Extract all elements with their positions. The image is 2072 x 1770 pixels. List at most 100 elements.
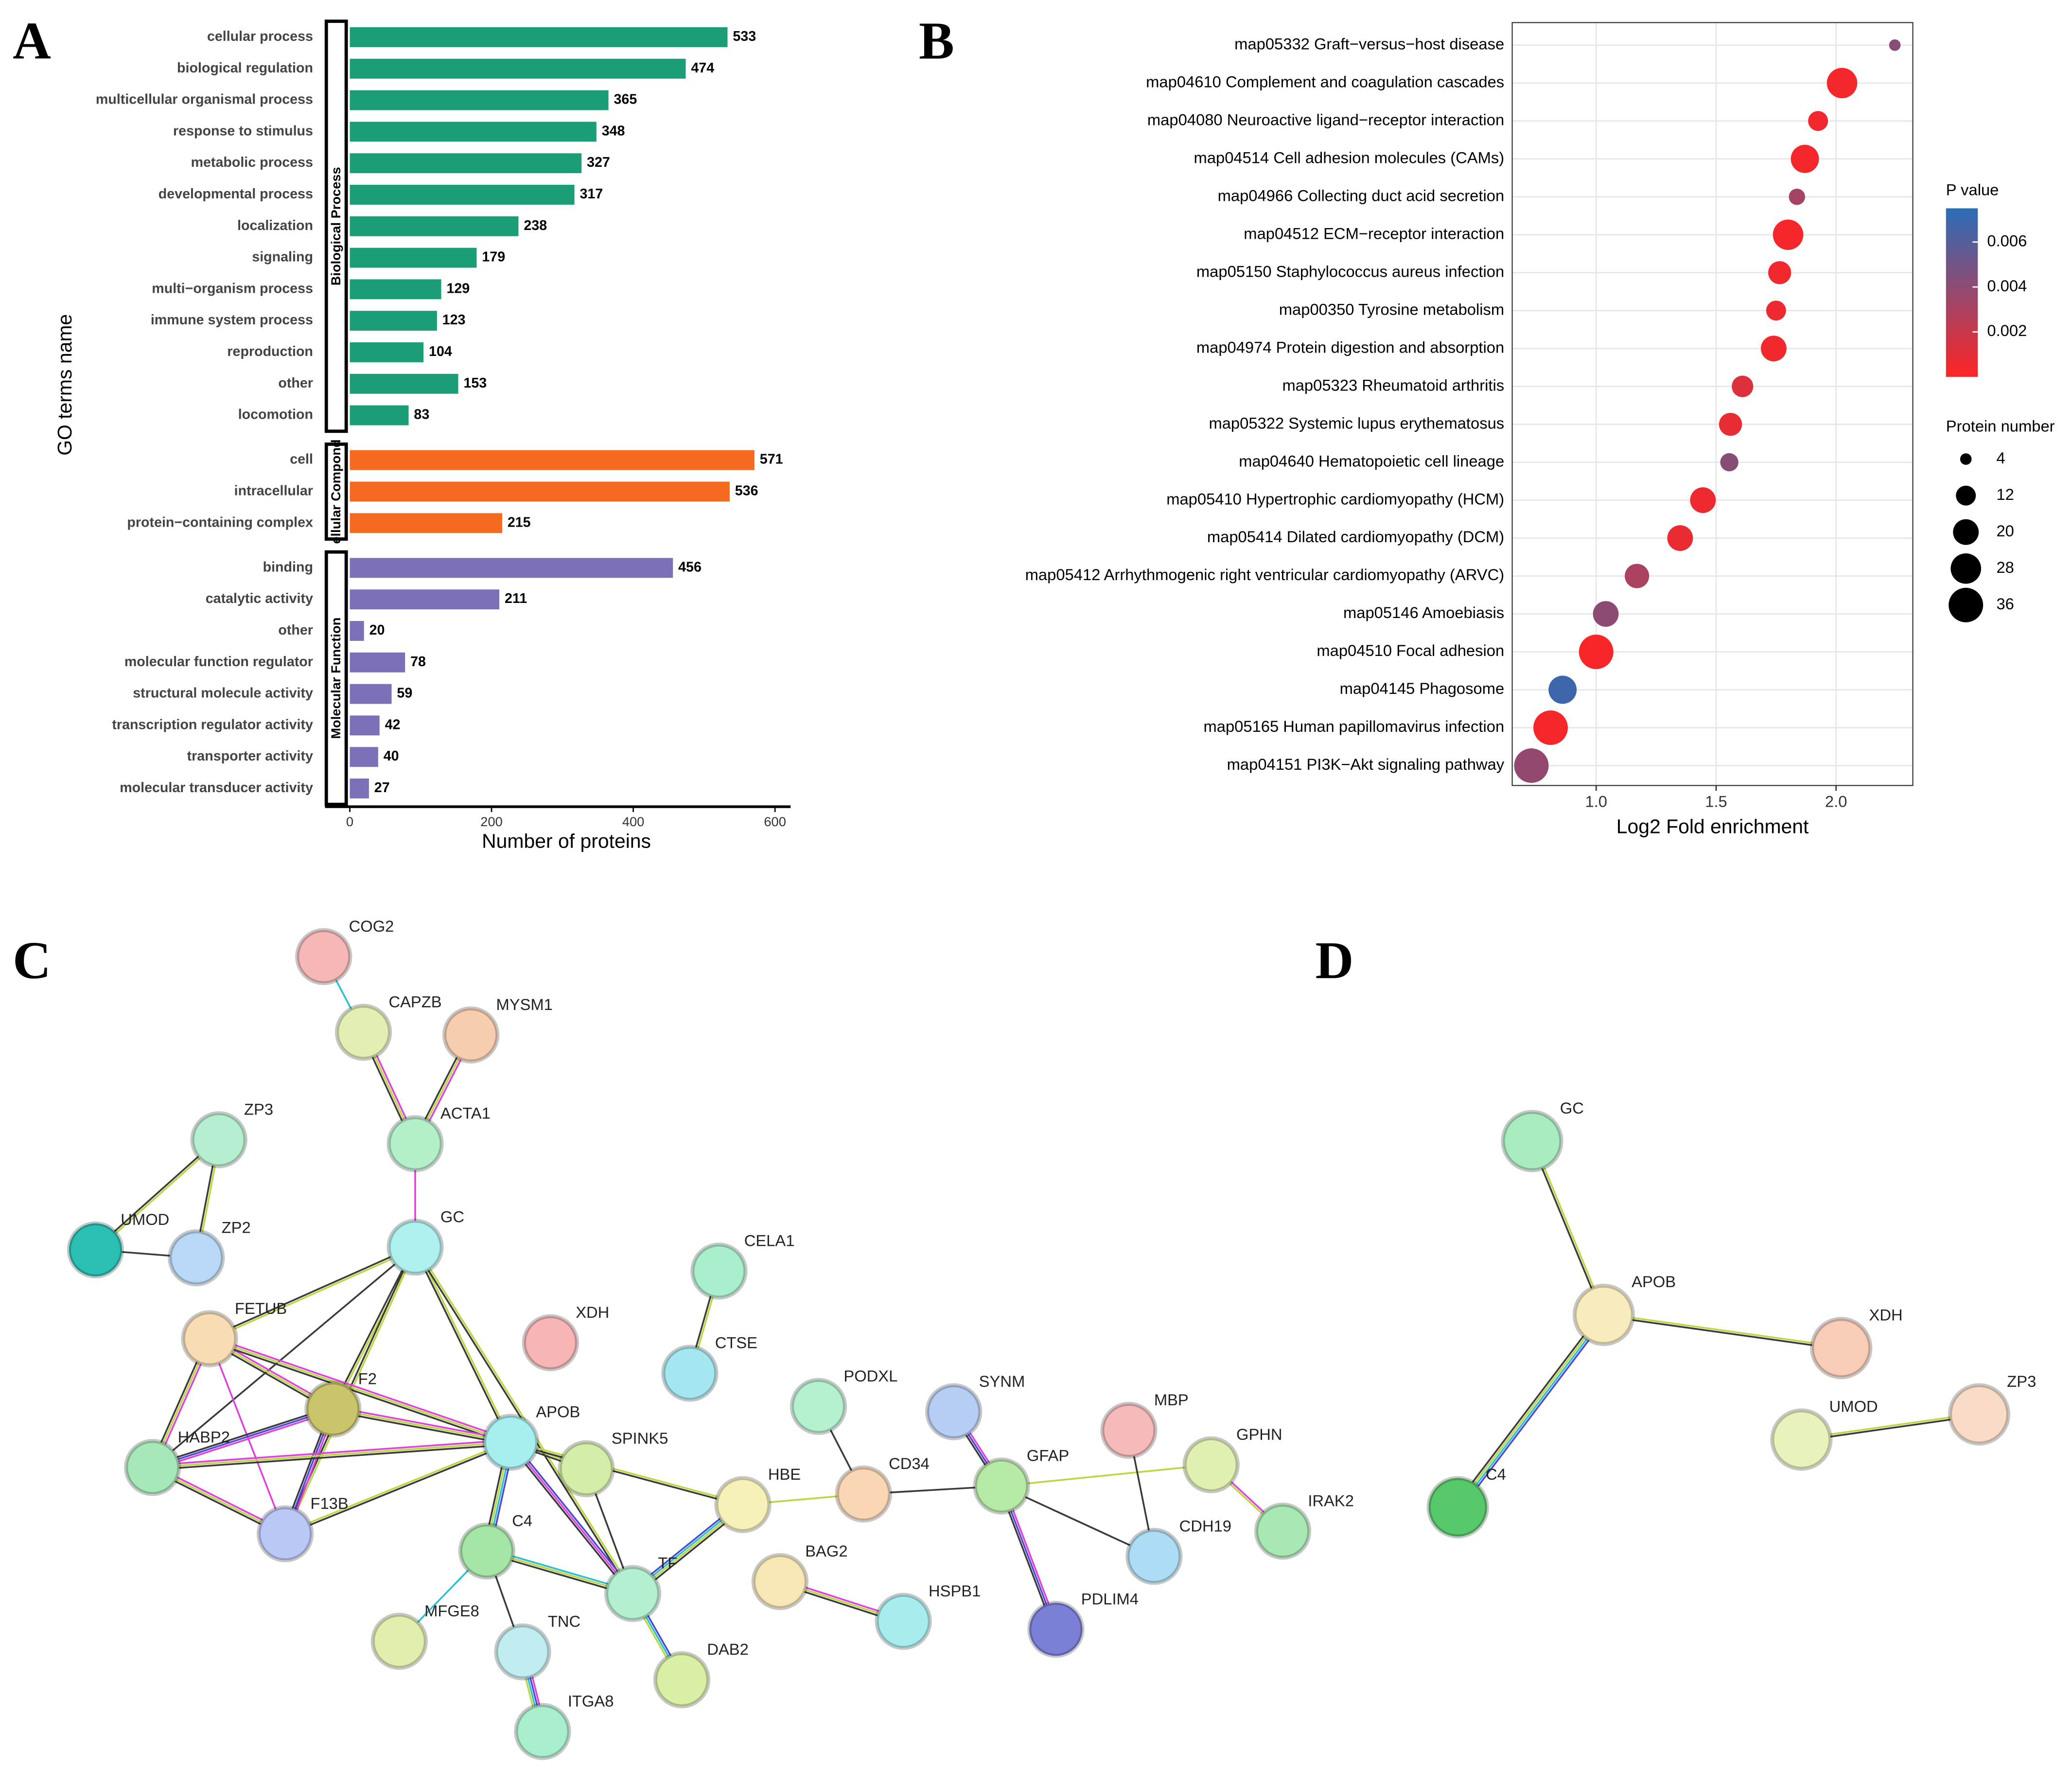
bar <box>350 652 405 673</box>
bar <box>350 373 458 394</box>
edge <box>1532 1140 1606 1315</box>
node <box>653 1651 711 1709</box>
edge <box>1801 1412 1979 1439</box>
dot <box>1808 111 1828 131</box>
colorbar-tick-label: 0.004 <box>1987 277 2027 295</box>
node <box>386 1115 444 1172</box>
node <box>295 928 352 986</box>
dot <box>1766 301 1786 321</box>
edge <box>1454 1312 1602 1506</box>
dot <box>1514 748 1549 783</box>
edge <box>1001 1464 1212 1487</box>
edge <box>152 1439 511 1466</box>
edge <box>1001 1485 1155 1558</box>
dot <box>1789 189 1805 205</box>
edge <box>510 1442 743 1507</box>
node <box>304 1381 362 1438</box>
node-label: SPINK5 <box>612 1429 668 1447</box>
edge <box>333 1406 511 1441</box>
edge <box>1801 1415 1980 1442</box>
dot <box>1826 68 1858 99</box>
legend-label: 28 <box>1996 558 2014 576</box>
node-label: C4 <box>1486 1465 1506 1483</box>
node-label: XDH <box>576 1303 609 1321</box>
category-label: protein−containing complex <box>127 514 313 530</box>
value-label: 20 <box>369 622 385 638</box>
node-label: UMOD <box>121 1210 169 1228</box>
y-tick-label: map05150 Staphylococcus aureus infection <box>1196 262 1504 280</box>
edge <box>152 1443 511 1471</box>
category-label: immune system process <box>151 312 313 328</box>
edge <box>415 1246 513 1442</box>
node <box>190 1111 247 1168</box>
node-label: FETUB <box>235 1299 287 1317</box>
category-label: molecular function regulator <box>124 654 313 670</box>
bar <box>350 216 519 236</box>
edge <box>152 1441 511 1469</box>
edge <box>209 1245 415 1339</box>
node <box>1572 1283 1635 1346</box>
value-label: 179 <box>482 249 505 265</box>
dot <box>1667 525 1693 551</box>
node <box>1501 1110 1563 1172</box>
legend-dot <box>1956 485 1976 506</box>
node-label: MFGE8 <box>424 1602 479 1620</box>
category-label: metabolic process <box>191 155 313 170</box>
node <box>604 1565 662 1622</box>
edge <box>508 1443 632 1596</box>
node <box>973 1457 1030 1515</box>
y-tick-label: map05165 Human papillomavirus infection <box>1204 717 1505 735</box>
network: GC APOB XDH C4 UMOD ZP3 <box>1426 1099 2036 1539</box>
y-tick-label: map04151 PI3K−Akt signaling pathway <box>1227 755 1505 773</box>
category-label: binding <box>263 559 313 575</box>
node <box>370 1612 428 1670</box>
edge <box>1458 1315 1606 1509</box>
edge <box>510 1440 744 1504</box>
node <box>1948 1383 2011 1446</box>
x-tick-label: 200 <box>480 814 503 829</box>
category-label: reproduction <box>227 344 313 359</box>
legend-dot <box>1953 519 1979 545</box>
y-tick-label: map04512 ECM−receptor interaction <box>1244 224 1504 242</box>
legend-dot <box>1950 553 1981 584</box>
y-tick-label: map05410 Hypertrophic cardiomyopathy (HC… <box>1166 490 1504 508</box>
panel-label: B <box>919 12 954 71</box>
bar <box>350 450 755 470</box>
node <box>1100 1401 1158 1459</box>
group-label: Biological Process <box>328 167 343 285</box>
legend-dot <box>1949 587 1984 622</box>
category-label: molecular transducer activity <box>120 780 313 796</box>
group-box <box>324 19 348 433</box>
value-label: 59 <box>397 686 412 701</box>
node <box>751 1553 809 1611</box>
category-label: cellular process <box>207 29 313 44</box>
dot <box>1720 453 1738 472</box>
bar <box>350 513 502 533</box>
node-label: APOB <box>1632 1273 1676 1291</box>
edge <box>285 1442 512 1536</box>
category-label: localization <box>237 218 313 233</box>
bar <box>350 279 441 300</box>
category-label: intracellular <box>234 483 313 499</box>
dot <box>1625 564 1650 588</box>
node-label: HSPB1 <box>929 1582 981 1600</box>
node <box>67 1221 124 1279</box>
value-label: 215 <box>508 514 531 530</box>
bar <box>350 311 437 331</box>
node <box>458 1522 516 1580</box>
value-label: 153 <box>463 375 487 391</box>
value-label: 536 <box>735 483 758 499</box>
node-label: GC <box>440 1208 464 1226</box>
edge <box>1459 1316 1607 1510</box>
edge <box>210 1336 512 1441</box>
node <box>714 1476 772 1533</box>
y-tick-label: map04974 Protein digestion and absorptio… <box>1196 338 1504 356</box>
bar <box>350 715 380 736</box>
bar <box>350 558 673 578</box>
bar <box>350 153 582 174</box>
node <box>1027 1601 1085 1658</box>
node <box>124 1439 181 1496</box>
node-label: CELA1 <box>744 1232 795 1250</box>
node-label: SYNM <box>979 1372 1025 1390</box>
